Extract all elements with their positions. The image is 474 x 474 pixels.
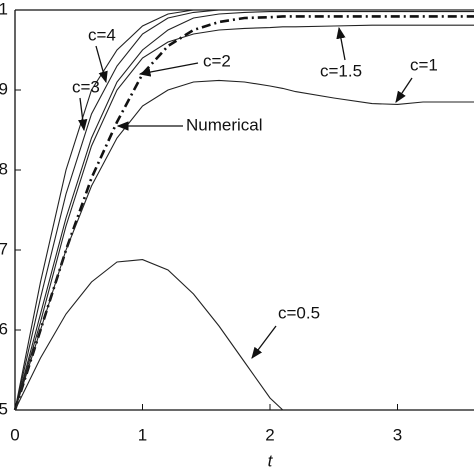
series-label: c=2 <box>203 51 231 70</box>
y-tick-label: 0.7 <box>0 239 8 258</box>
series-label: c=1 <box>410 55 438 74</box>
x-axis-label: t <box>268 451 274 470</box>
annotation-arrow <box>336 26 346 61</box>
series-line <box>13 15 474 411</box>
annotation-arrow <box>395 77 413 103</box>
series-line <box>14 24 474 411</box>
y-tick-label: 0.8 <box>0 159 8 178</box>
series-line <box>14 79 474 411</box>
x-tick-label: 2 <box>265 425 274 444</box>
series-line <box>14 259 284 411</box>
series-label: c=3 <box>72 77 100 96</box>
series-line <box>14 9 474 411</box>
series-line <box>14 9 474 411</box>
x-tick-label: 3 <box>393 425 402 444</box>
series-line <box>14 11 474 411</box>
y-tick-label: 0.9 <box>0 79 8 98</box>
y-tick-label: 0.5 <box>0 399 8 418</box>
series-label: Numerical <box>186 115 263 134</box>
series-label: c=4 <box>88 25 116 44</box>
y-tick-label: 0.6 <box>0 319 8 338</box>
x-tick-label: 0 <box>10 425 19 444</box>
annotation-arrow <box>138 62 199 77</box>
x-tick-label: 1 <box>138 425 147 444</box>
y-tick-label: 1 <box>0 0 8 18</box>
series-label: c=1.5 <box>320 61 362 80</box>
annotation-arrow <box>78 97 88 132</box>
series-label: c=0.5 <box>278 303 320 322</box>
annotation-arrow <box>95 45 108 84</box>
annotation-arrow <box>251 325 277 359</box>
